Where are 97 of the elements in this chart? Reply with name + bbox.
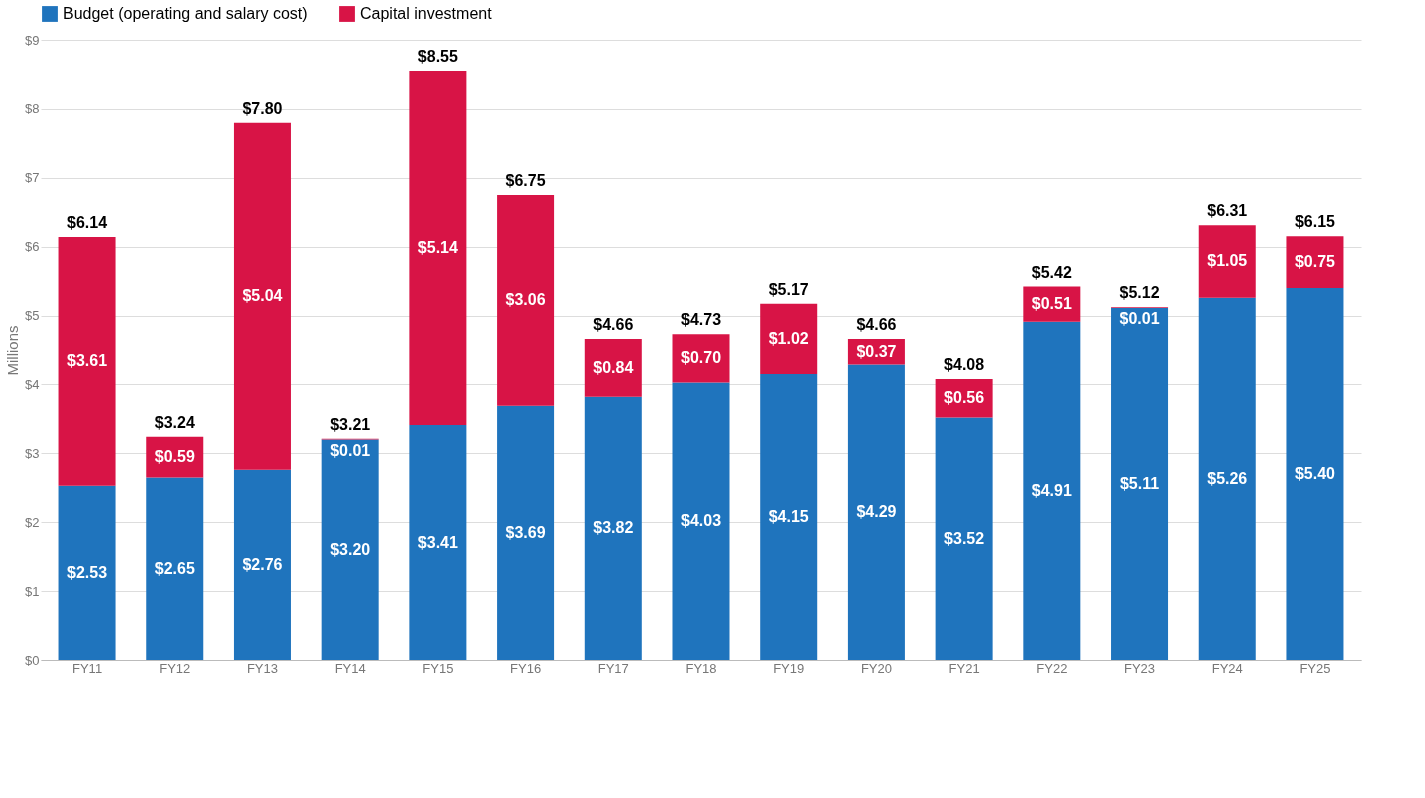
data-label: $5.40 — [1294, 465, 1336, 482]
data-label: $2.65 — [154, 559, 195, 577]
data-label: $3.61 — [67, 352, 108, 370]
total-label: $5.17 — [768, 280, 809, 298]
data-label: $0.59 — [154, 448, 195, 466]
x-tick-label: FY23 — [1124, 660, 1156, 676]
bar — [233, 469, 291, 660]
data-label: $3.41 — [417, 533, 458, 551]
bar — [146, 477, 204, 660]
x-tick-label: FY17 — [597, 660, 629, 676]
x-tick-label: FY19 — [773, 660, 805, 676]
y-tick-label: $2 — [25, 514, 40, 530]
y-tick-label: $6 — [25, 239, 40, 255]
y-tick-label: $8 — [25, 101, 40, 117]
bar — [672, 382, 730, 660]
data-label: $3.06 — [505, 291, 546, 309]
bar — [847, 364, 905, 660]
x-tick-label: FY22 — [1036, 660, 1068, 676]
total-label: $3.21 — [330, 415, 371, 433]
data-label: $4.15 — [768, 508, 809, 526]
x-tick-label: FY15 — [422, 660, 454, 676]
total-label: $6.14 — [67, 214, 108, 232]
bar — [1286, 288, 1344, 660]
bar — [584, 338, 642, 397]
data-label: $0.56 — [944, 389, 985, 407]
legend-label: Budget (operating and salary cost) — [63, 5, 308, 22]
data-label: $0.75 — [1294, 253, 1336, 271]
total-label: $8.55 — [417, 48, 458, 65]
data-label: $3.20 — [330, 540, 371, 558]
bar — [409, 71, 467, 426]
total-label: $4.73 — [680, 311, 722, 329]
x-tick-label: FY13 — [246, 660, 278, 676]
x-tick-label: FY14 — [334, 660, 366, 676]
x-tick-label: FY24 — [1211, 660, 1243, 676]
data-label: $3.82 — [593, 519, 634, 537]
y-tick-label: $9 — [25, 32, 40, 48]
data-label: $0.84 — [593, 358, 634, 376]
data-label: $4.03 — [680, 512, 722, 530]
bar — [58, 485, 116, 660]
y-axis-title: Millions — [4, 325, 22, 376]
bar — [409, 425, 467, 660]
data-label: $1.05 — [1207, 252, 1248, 270]
bar — [497, 405, 555, 660]
x-tick-label: FY20 — [860, 660, 892, 676]
y-tick-label: $4 — [25, 376, 40, 392]
bar — [935, 417, 993, 660]
data-label: $4.29 — [856, 503, 897, 521]
data-label: $3.52 — [944, 529, 985, 547]
bar — [1023, 321, 1081, 660]
total-label: $5.42 — [1031, 263, 1072, 281]
legend-label: Capital investment — [360, 5, 493, 22]
y-tick-label: $1 — [25, 583, 40, 599]
bar — [584, 396, 642, 660]
y-tick-label: $7 — [25, 170, 40, 186]
data-label: $0.37 — [856, 342, 897, 360]
bar — [321, 439, 379, 660]
y-tick-label: $3 — [25, 445, 40, 461]
data-label: $2.76 — [242, 555, 283, 573]
x-tick-label: FY25 — [1299, 660, 1331, 676]
bar — [58, 237, 116, 486]
x-tick-label: FY11 — [71, 660, 103, 676]
total-label: $3.24 — [154, 413, 195, 431]
bar — [672, 334, 730, 383]
bar — [1111, 307, 1169, 660]
data-label: $0.01 — [1119, 310, 1160, 328]
total-label: $6.15 — [1294, 213, 1336, 231]
data-label: $0.70 — [680, 349, 722, 367]
data-label: $4.91 — [1031, 481, 1072, 499]
y-tick-label: $0 — [25, 652, 40, 668]
data-label: $5.14 — [417, 239, 458, 257]
x-tick-label: FY18 — [685, 660, 717, 676]
data-label: $2.53 — [67, 563, 108, 581]
bar — [1286, 236, 1344, 288]
total-label: $4.66 — [856, 315, 897, 333]
bar — [760, 303, 818, 375]
bar — [760, 374, 818, 660]
data-label: $0.01 — [330, 441, 371, 459]
data-label: $1.02 — [768, 329, 809, 347]
data-label: $5.26 — [1207, 469, 1248, 487]
data-label: $0.51 — [1031, 295, 1072, 313]
total-label: $5.12 — [1119, 284, 1160, 302]
total-label: $6.31 — [1207, 202, 1248, 220]
total-label: $6.75 — [505, 172, 546, 189]
y-tick-label: $5 — [25, 308, 40, 324]
total-label: $4.08 — [944, 355, 985, 373]
data-label: $5.11 — [1119, 474, 1160, 492]
bar — [233, 122, 291, 470]
bar — [1198, 297, 1256, 660]
data-label: $5.04 — [242, 287, 283, 305]
total-label: $7.80 — [242, 99, 283, 117]
x-tick-label: FY12 — [159, 660, 191, 676]
data-label: $3.69 — [505, 523, 546, 541]
x-tick-label: FY16 — [510, 660, 542, 676]
bar — [497, 195, 555, 406]
x-tick-label: FY21 — [948, 660, 980, 676]
bar — [1198, 225, 1256, 298]
total-label: $4.66 — [593, 315, 634, 333]
